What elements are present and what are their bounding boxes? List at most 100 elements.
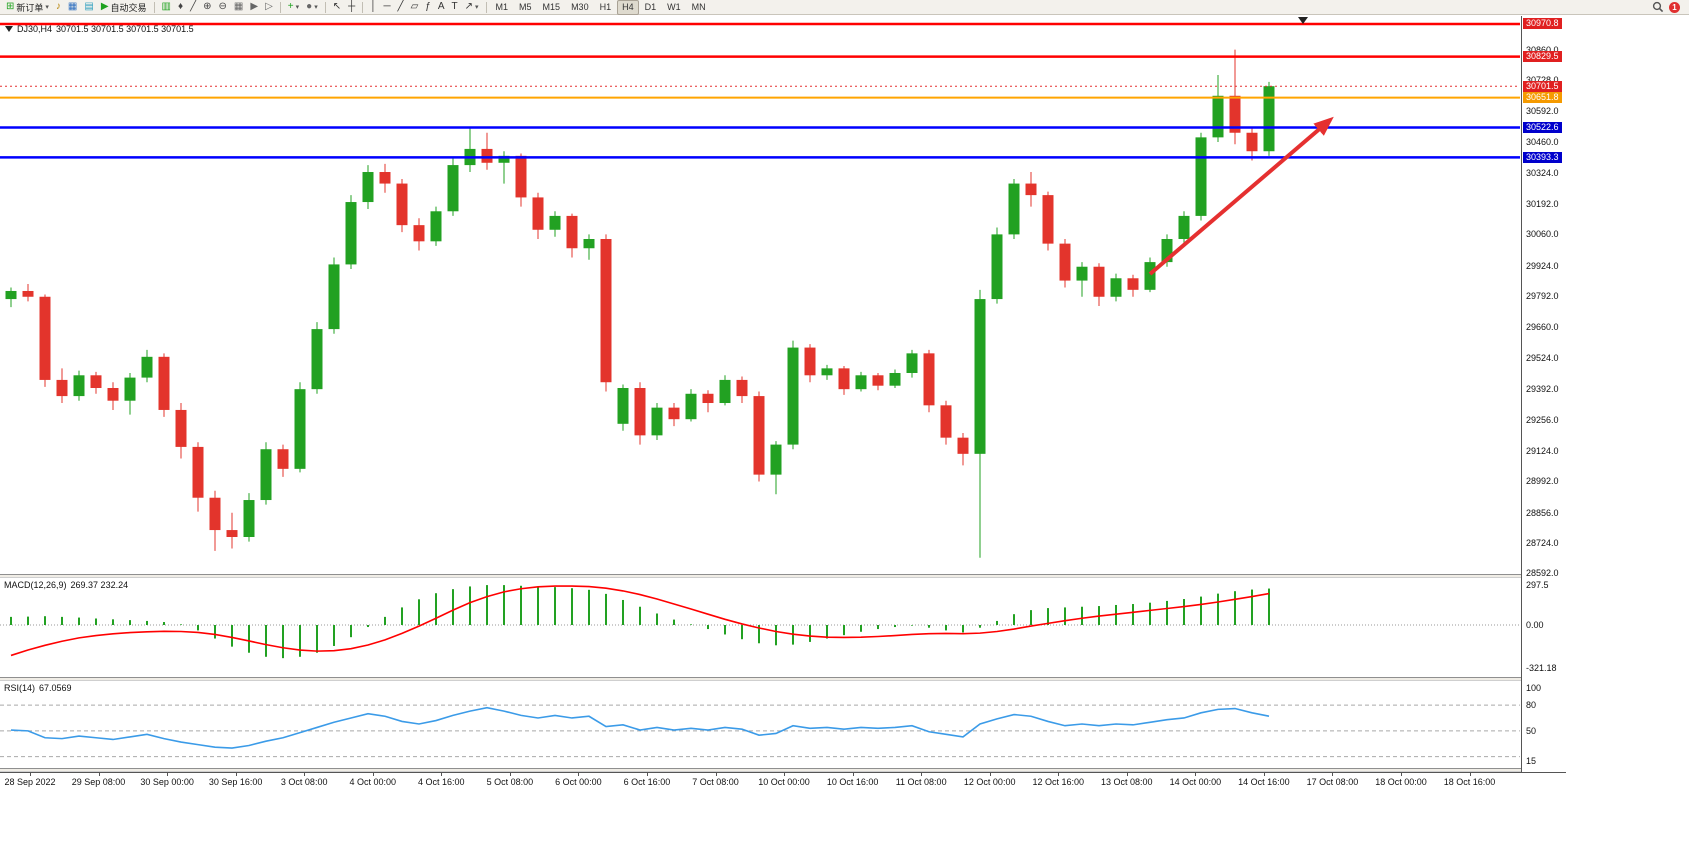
price-axis-tick: 28592.0 [1526,568,1559,579]
cursor-icon: ↖ [332,1,342,12]
rsi-canvas[interactable] [0,681,1521,768]
chart-shift-marker-icon[interactable] [1298,17,1308,24]
bar-chart-icon: ▥ [161,1,171,12]
timeframe-button-h4[interactable]: H4 [617,0,639,15]
sound-icon-icon: ♪ [55,1,61,12]
candlestick-canvas[interactable] [0,16,1521,574]
price-axis-tick: 28724.0 [1526,538,1559,548]
crosshair-icon: ┼ [348,1,356,12]
sound-icon[interactable]: ♪ [53,0,64,15]
terminal-button[interactable]: ▦ [65,0,80,15]
time-axis[interactable]: 28 Sep 2022 29 Sep 08:00 30 Sep 00:00 30 Se… [0,772,1566,792]
auto-scroll-button[interactable]: ▶ [247,0,261,15]
trendline-button[interactable]: ╱ [395,0,407,15]
symbol-triangle-icon [5,26,13,32]
new-order-button[interactable]: ⊞ 新订单 ▾ [3,0,52,15]
period-clock-button[interactable]: ● ▾ [303,0,321,15]
zoom-out-button[interactable]: ⊖ [216,0,230,15]
arrows-button[interactable]: ↗ ▾ [462,0,482,15]
trendline-icon: ╱ [397,1,404,12]
time-axis-label: 10 Oct 00:00 [758,777,810,787]
candlestick-button[interactable]: ♦ [175,0,186,15]
time-axis-tick [784,773,786,776]
rsi-name: RSI(14) [4,683,36,693]
crosshair-button[interactable]: ┼ [345,0,358,15]
price-axis-tick: 30728.0 [1526,75,1559,85]
time-axis-label: 10 Oct 16:00 [826,777,879,787]
price-axis-tick: 30060.0 [1526,229,1559,240]
text-button[interactable]: A [435,0,448,15]
timeframe-button-w1[interactable]: W1 [667,2,681,12]
time-axis-tick [1058,773,1060,776]
vertical-line-button[interactable]: │ [367,0,379,15]
chart-shift-icon: ▷ [265,1,273,12]
price-badge: 30522.6 [1523,122,1562,134]
main-toolbar: ⊞ 新订单 ▾ ♪ ▦ ▤ ▶ 自动交易 ▥ ♦ ╱ ⊕ ⊖ ▦ ▶ ▷ + ▾ ● ▾ ↖ ┼ │ ─ ╱ ▱ ƒ A T ↗ ▾ M1 M5… [0,0,1689,15]
rsi-panel[interactable]: RSI(14) 67.0569 [0,681,1521,768]
macd-axis-tick: 0.00 [1526,620,1544,630]
timeframe-button-m1[interactable]: M1 [495,2,509,12]
autotrade-button[interactable]: ▶ 自动交易 [98,0,150,15]
macd-panel[interactable]: MACD(12,26,9) 269.37 232.24 [0,578,1521,677]
price-badge: 30651.8 [1523,92,1562,104]
time-axis-label: 29 Sep 08:00 [71,777,126,787]
zoom-in-button[interactable]: ⊕ [200,0,214,15]
panel-separator[interactable] [0,677,1566,681]
price-axis-tick: 30324.0 [1526,168,1559,179]
time-axis-label: 14 Oct 00:00 [1169,777,1222,787]
symbol-label: DJ30,H4 [17,24,53,34]
new-order-icon: ⊞ [6,1,15,12]
time-axis-label: 6 Oct 16:00 [623,777,671,787]
timeframe-button-d1[interactable]: D1 [644,2,657,12]
price-axis-tick: 29392.0 [1526,383,1559,394]
line-chart-button[interactable]: ╱ [187,0,199,15]
panel-separator[interactable] [0,574,1566,578]
search-icon[interactable] [1652,1,1664,13]
timeframe-button-m30[interactable]: M30 [571,2,589,12]
strategy-tester-icon: ▤ [84,1,94,12]
strategy-tester-button[interactable]: ▤ [81,0,96,15]
bar-chart-button[interactable]: ▥ [159,0,174,15]
time-axis-label: 13 Oct 08:00 [1101,777,1153,787]
macd-canvas[interactable] [0,578,1521,677]
chart-shift-button[interactable]: ▷ [262,0,276,15]
price-axis-tick: 28856.0 [1526,507,1559,518]
horizontal-line-icon: ─ [383,1,391,12]
macd-axis-tick: -321.18 [1526,663,1557,674]
timeframe-button-m15[interactable]: M15 [542,2,561,12]
indicators-button[interactable]: + ▾ [285,0,302,15]
fibonacci-button[interactable]: ƒ [422,0,434,15]
time-axis-tick [372,773,374,776]
price-axis-tick: 30592.0 [1526,106,1559,117]
price-axis[interactable]: 30860.0 30728.0 30592.0 30460.0 30324.0 30192… [1521,16,1567,772]
time-axis-tick [578,773,580,776]
price-axis-tick: 29256.0 [1526,415,1559,426]
panel-separator[interactable] [0,768,1566,772]
notification-badge[interactable]: 1 [1669,1,1680,13]
time-axis-label: 28 Sep 2022 [4,777,56,787]
main-chart-panel[interactable]: DJ30,H4 30701.5 30701.5 30701.5 30701.5 [0,16,1521,574]
timeframe-button-mn[interactable]: MN [691,2,706,12]
time-axis-tick [235,773,237,776]
timeframe-button-m5[interactable]: M5 [519,2,532,12]
toolbar-right-group: 1 [1652,1,1686,13]
time-axis-tick [1263,773,1265,776]
channel-button[interactable]: ▱ [408,0,422,15]
timeframe-button-h1[interactable]: H1 [599,2,612,12]
horizontal-line-button[interactable]: ─ [380,0,393,15]
label-button[interactable]: T [449,0,461,15]
rsi-axis-tick: 15 [1526,755,1537,766]
cursor-button[interactable]: ↖ [330,0,344,15]
time-axis-tick [1469,773,1471,776]
arrange-windows-button[interactable]: ▦ [231,0,246,15]
price-badge: 30701.5 [1523,80,1562,92]
rsi-axis-tick: 50 [1526,725,1537,736]
time-axis-tick [304,773,306,776]
fibonacci-icon: ƒ [425,1,431,12]
period-clock-icon: ● [306,1,313,12]
time-axis-label: 30 Sep 16:00 [208,777,263,787]
autotrade-icon: ▶ [100,1,109,12]
time-axis-label: 14 Oct 16:00 [1238,777,1290,787]
time-axis-label: 12 Oct 00:00 [963,777,1016,787]
time-axis-label: 7 Oct 08:00 [692,777,739,787]
